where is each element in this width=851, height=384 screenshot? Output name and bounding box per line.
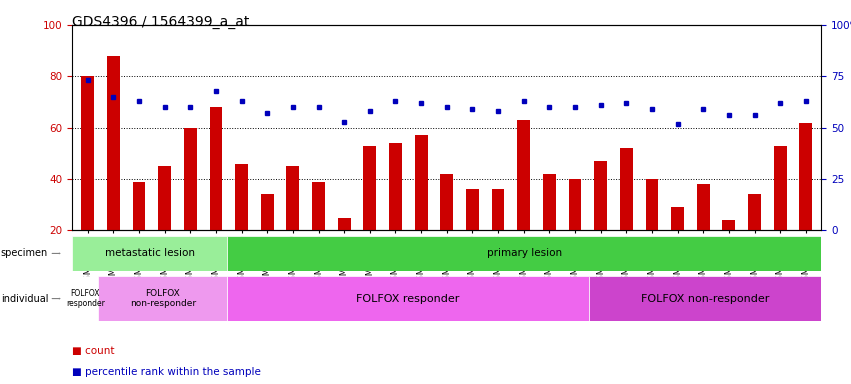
Bar bbox=[98, 276, 227, 321]
Bar bbox=[594, 161, 607, 230]
Bar bbox=[620, 148, 632, 230]
Text: primary lesion: primary lesion bbox=[487, 248, 562, 258]
Text: individual: individual bbox=[1, 293, 49, 304]
Bar bbox=[748, 194, 761, 230]
Bar bbox=[671, 207, 684, 230]
Bar bbox=[261, 194, 274, 230]
Bar bbox=[72, 276, 98, 321]
Text: ■ percentile rank within the sample: ■ percentile rank within the sample bbox=[72, 367, 261, 377]
Bar bbox=[466, 189, 479, 230]
Bar bbox=[363, 146, 376, 230]
Bar bbox=[107, 56, 120, 230]
Bar bbox=[517, 120, 530, 230]
Bar bbox=[799, 122, 812, 230]
Bar bbox=[440, 174, 454, 230]
Bar bbox=[389, 143, 402, 230]
Bar bbox=[209, 107, 222, 230]
Bar bbox=[697, 184, 710, 230]
Text: ■ count: ■ count bbox=[72, 346, 115, 356]
Bar bbox=[184, 127, 197, 230]
Bar bbox=[287, 166, 300, 230]
Text: metastatic lesion: metastatic lesion bbox=[105, 248, 195, 258]
Bar bbox=[82, 76, 94, 230]
Bar bbox=[414, 136, 427, 230]
Bar bbox=[158, 166, 171, 230]
Bar bbox=[227, 276, 589, 321]
Bar bbox=[235, 164, 248, 230]
Bar bbox=[72, 236, 227, 271]
Bar bbox=[774, 146, 786, 230]
Bar bbox=[492, 189, 505, 230]
Bar bbox=[543, 174, 556, 230]
Bar bbox=[227, 236, 821, 271]
Bar bbox=[338, 218, 351, 230]
Text: GDS4396 / 1564399_a_at: GDS4396 / 1564399_a_at bbox=[72, 15, 249, 29]
Text: FOLFOX
non-responder: FOLFOX non-responder bbox=[129, 289, 196, 308]
Bar bbox=[312, 182, 325, 230]
Bar bbox=[722, 220, 735, 230]
Text: specimen: specimen bbox=[1, 248, 49, 258]
Bar bbox=[568, 179, 581, 230]
Bar bbox=[589, 276, 821, 321]
Bar bbox=[133, 182, 146, 230]
Text: FOLFOX non-responder: FOLFOX non-responder bbox=[641, 293, 769, 304]
Text: FOLFOX responder: FOLFOX responder bbox=[357, 293, 460, 304]
Text: FOLFOX
responder: FOLFOX responder bbox=[66, 289, 105, 308]
Bar bbox=[646, 179, 659, 230]
